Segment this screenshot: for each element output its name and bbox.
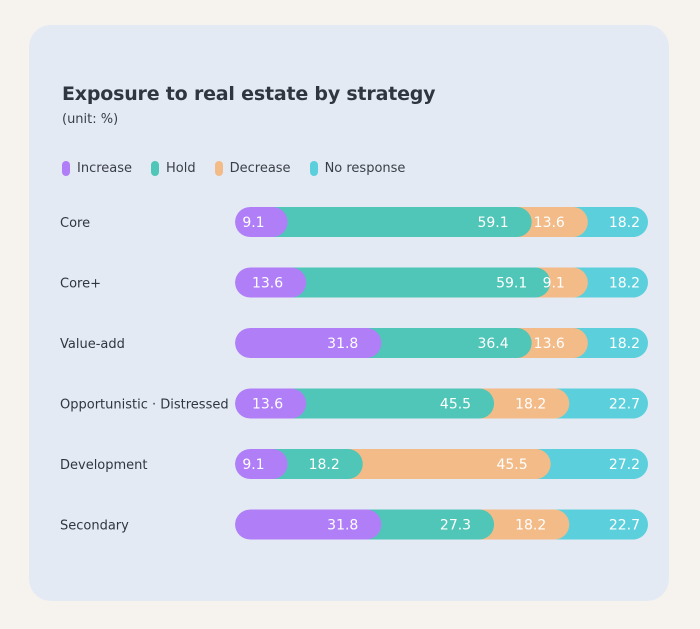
value-label-core-decrease: 13.6 bbox=[534, 215, 565, 231]
bar-segment-core-increase bbox=[235, 207, 288, 237]
value-label-core-increase: 9.1 bbox=[242, 215, 264, 231]
value-label-value-add-no-response: 18.2 bbox=[609, 336, 640, 352]
legend-item-decrease: Decrease bbox=[214, 160, 291, 176]
bar-segment-value-add-increase bbox=[235, 328, 382, 358]
bar-row-opportunistic-distressed bbox=[235, 388, 648, 419]
legend-label-no-response: No response bbox=[324, 160, 406, 176]
value-label-secondary-increase: 31.8 bbox=[327, 518, 358, 534]
category-label-development: Development bbox=[60, 458, 148, 473]
value-label-secondary-hold: 27.3 bbox=[440, 518, 471, 534]
bar-segment-secondary-no-response bbox=[539, 509, 648, 540]
legend-swatch-increase bbox=[62, 160, 70, 176]
legend-label-hold: Hold bbox=[166, 160, 196, 176]
value-label-core-hold: 59.1 bbox=[496, 276, 527, 292]
value-label-opportunistic-distressed-decrease: 18.2 bbox=[515, 397, 546, 413]
legend-label-increase: Increase bbox=[77, 160, 133, 176]
bar-segment-development-decrease bbox=[332, 449, 551, 479]
chart-unit-label: (unit: %) bbox=[62, 112, 119, 127]
bar-segment-secondary-increase bbox=[235, 509, 382, 540]
bar-row-secondary bbox=[235, 509, 648, 540]
bar-row-core bbox=[235, 267, 648, 298]
legend-item-hold: Hold bbox=[151, 160, 196, 176]
category-label-opportunistic-distressed: Opportunistic · Distressed bbox=[60, 398, 229, 413]
bar-row-development bbox=[235, 449, 648, 479]
bar-segment-core-hold bbox=[257, 207, 532, 237]
bar-row-value-add bbox=[235, 328, 648, 358]
chart-title: Exposure to real estate by strategy bbox=[62, 83, 436, 105]
legend-label-decrease: Decrease bbox=[229, 160, 291, 176]
value-label-development-decrease: 45.5 bbox=[496, 457, 527, 473]
value-label-development-hold: 18.2 bbox=[309, 457, 340, 473]
value-label-secondary-no-response: 22.7 bbox=[609, 518, 640, 534]
value-label-development-no-response: 27.2 bbox=[609, 457, 640, 473]
legend-swatch-decrease bbox=[214, 160, 223, 176]
value-label-value-add-decrease: 13.6 bbox=[534, 336, 565, 352]
bar-segment-opportunistic-distressed-hold bbox=[276, 388, 495, 419]
bar-segment-development-no-response bbox=[520, 449, 648, 479]
value-label-core-decrease: 9.1 bbox=[543, 276, 565, 292]
bar-segment-secondary-hold bbox=[351, 509, 495, 540]
category-label-core: Core bbox=[60, 216, 90, 231]
value-label-opportunistic-distressed-increase: 13.6 bbox=[252, 397, 283, 413]
value-label-core-no-response: 18.2 bbox=[609, 215, 640, 231]
value-label-development-increase: 9.1 bbox=[242, 457, 264, 473]
value-label-core-hold: 59.1 bbox=[477, 215, 508, 231]
value-label-value-add-hold: 36.4 bbox=[477, 336, 508, 352]
category-label-core: Core+ bbox=[60, 277, 101, 292]
bar-segment-opportunistic-distressed-increase bbox=[235, 388, 307, 419]
chart-card bbox=[29, 25, 669, 601]
legend-swatch-hold bbox=[151, 160, 160, 176]
category-label-secondary: Secondary bbox=[60, 519, 129, 534]
bar-row-core bbox=[235, 207, 648, 237]
value-label-value-add-increase: 31.8 bbox=[327, 336, 358, 352]
legend-item-no-response: No response bbox=[309, 160, 406, 176]
bar-segment-core-hold bbox=[276, 267, 551, 298]
legend-swatch-no-response bbox=[309, 160, 318, 176]
category-label-value-add: Value-add bbox=[60, 337, 125, 352]
bar-segment-core-increase bbox=[235, 267, 307, 298]
value-label-core-no-response: 18.2 bbox=[609, 276, 640, 292]
legend: Increase Hold Decrease No response bbox=[62, 158, 424, 178]
legend-item-increase: Increase bbox=[62, 160, 133, 176]
bar-segment-value-add-hold bbox=[351, 328, 532, 358]
bar-segment-opportunistic-distressed-no-response bbox=[539, 388, 648, 419]
value-label-opportunistic-distressed-hold: 45.5 bbox=[440, 397, 471, 413]
value-label-secondary-decrease: 18.2 bbox=[515, 518, 546, 534]
value-label-core-increase: 13.6 bbox=[252, 276, 283, 292]
bar-segment-development-increase bbox=[235, 449, 288, 479]
value-label-opportunistic-distressed-no-response: 22.7 bbox=[609, 397, 640, 413]
